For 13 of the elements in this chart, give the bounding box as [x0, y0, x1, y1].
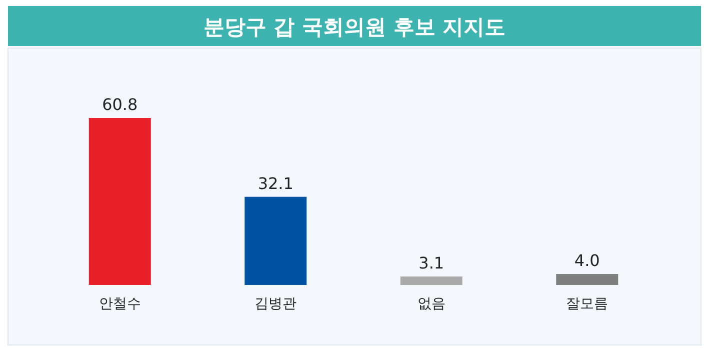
data-label: 60.8	[102, 95, 138, 114]
data-label: 32.1	[258, 174, 294, 193]
x-tick-label: 안철수	[98, 296, 141, 312]
data-label: 4.0	[574, 251, 600, 270]
bar	[556, 274, 618, 285]
chart-title: 분당구 갑 국회의원 후보 지지도	[203, 15, 506, 39]
bar	[88, 118, 151, 285]
bar	[400, 276, 462, 285]
x-tick-label: 잘모름	[566, 296, 608, 312]
bar	[244, 196, 307, 285]
x-tick-label: 없음	[417, 296, 446, 312]
data-label: 3.1	[418, 253, 444, 272]
x-tick-label: 김병관	[254, 296, 297, 312]
